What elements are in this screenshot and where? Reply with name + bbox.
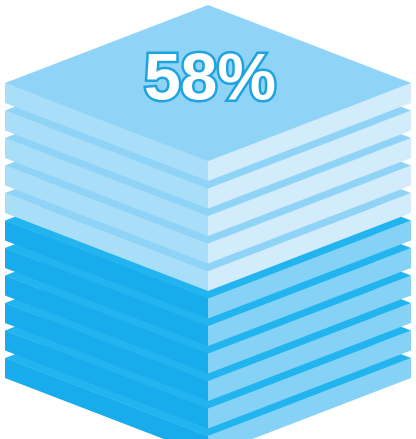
layer-left-face (5, 358, 208, 439)
layer-right-face (208, 358, 411, 439)
layer-stack (5, 5, 411, 439)
percentage-label: 58% (144, 39, 276, 113)
layer-left-face (5, 83, 208, 181)
layer-right-face (208, 275, 411, 374)
layer-left-face (5, 303, 208, 401)
layer-left-face (5, 193, 208, 291)
layer-right-face (208, 248, 411, 346)
layer-left-face (5, 330, 208, 429)
layer-left-face (5, 248, 208, 346)
layer-left-face (5, 138, 208, 236)
layer-right-face (208, 165, 411, 264)
layer-right-face (208, 110, 411, 209)
layer-left-face (5, 220, 208, 319)
layer-left-face (5, 110, 208, 209)
layer-right-face (208, 303, 411, 401)
layer-right-face (208, 220, 411, 319)
layer-top-face (5, 5, 411, 161)
layer-right-face (208, 138, 411, 236)
layer-right-face (208, 193, 411, 291)
layer-left-face (5, 165, 208, 264)
layer-left-face (5, 275, 208, 374)
layer-right-face (208, 83, 411, 181)
layer-right-face (208, 330, 411, 429)
